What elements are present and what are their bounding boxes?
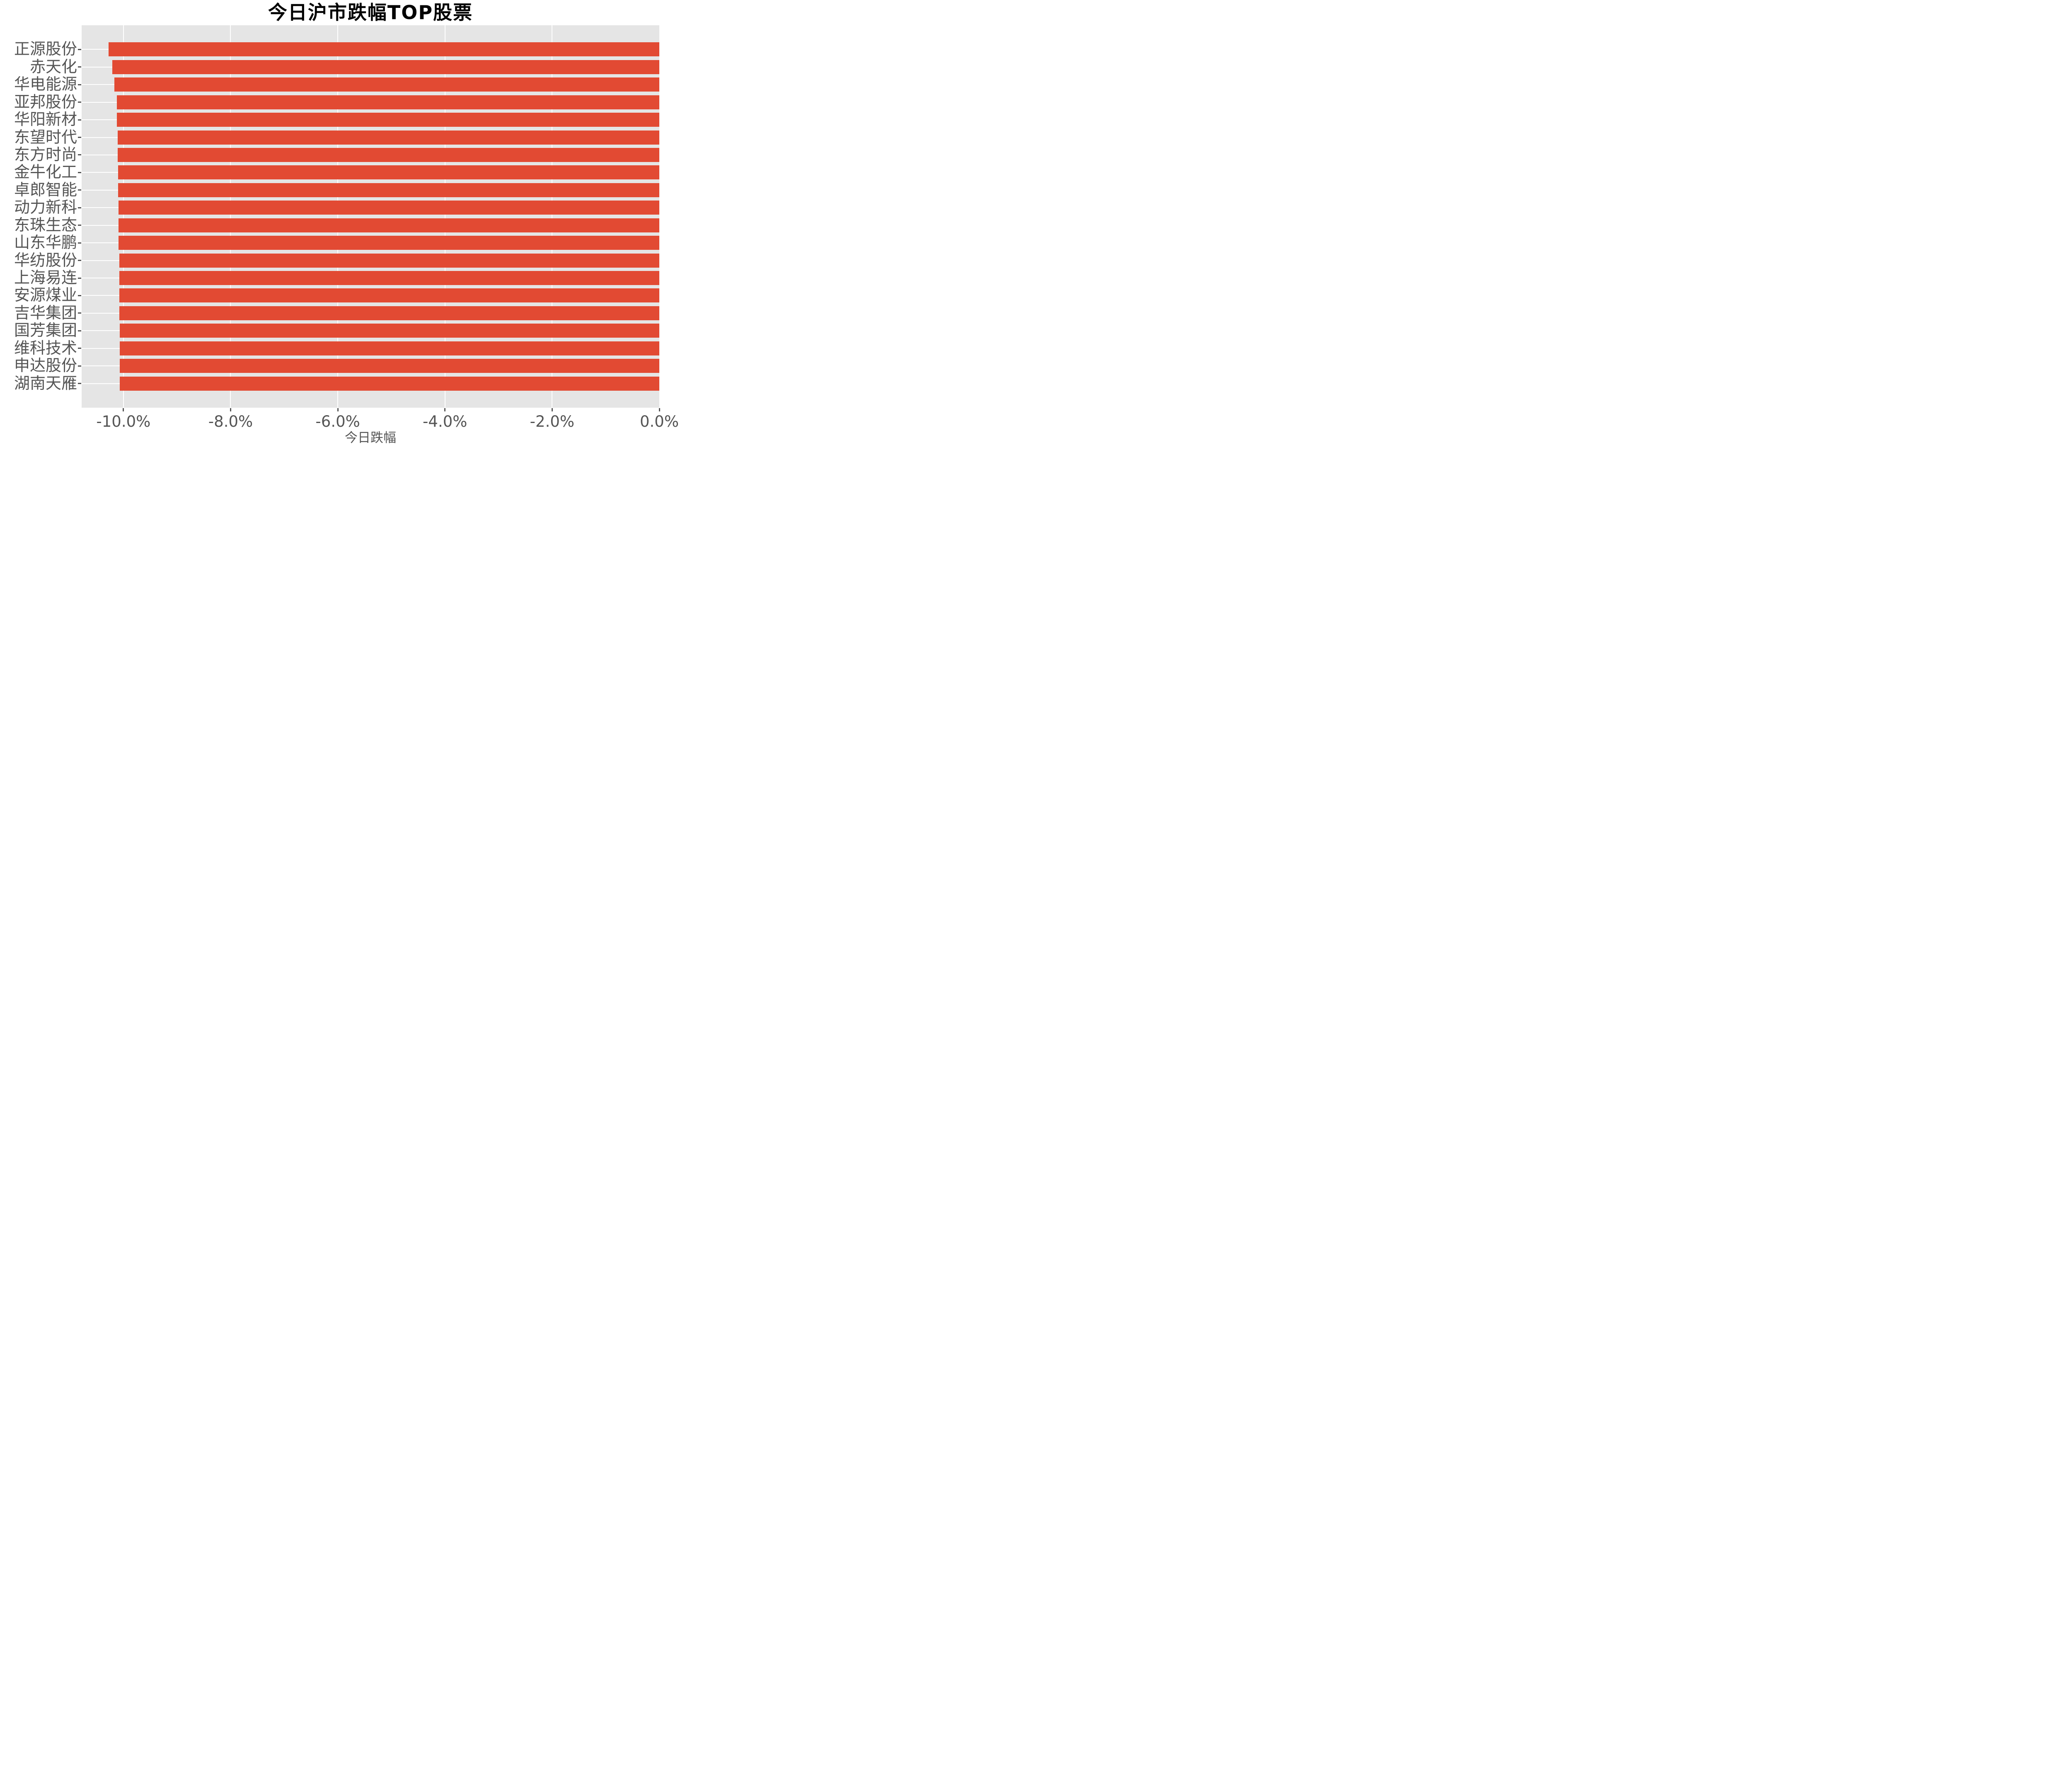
y-tick-label: 湖南天雁 (14, 374, 77, 392)
bar (119, 341, 659, 355)
x-tick-mark (658, 408, 660, 411)
x-tick-label: -8.0% (208, 413, 253, 430)
y-tick-mark (78, 348, 81, 349)
y-tick-mark (78, 48, 81, 50)
y-tick-mark (78, 365, 81, 367)
grid-line-vertical (230, 25, 231, 408)
bar (119, 201, 659, 215)
x-tick-mark (444, 408, 446, 411)
bar (119, 253, 659, 268)
x-tick-label: -2.0% (530, 413, 575, 430)
y-tick-label: 国芳集团 (14, 321, 77, 340)
y-tick-label: 吉华集团 (14, 304, 77, 322)
y-tick-mark (78, 119, 81, 121)
y-tick-mark (78, 295, 81, 296)
bar (119, 271, 659, 285)
y-tick-mark (78, 84, 81, 85)
y-tick-label: 东方时尚 (14, 145, 77, 164)
x-tick-mark (551, 408, 553, 411)
y-tick-label: 亚邦股份 (14, 92, 77, 111)
y-tick-label: 东珠生态 (14, 215, 77, 234)
y-tick-label: 维科技术 (14, 339, 77, 358)
bar (119, 376, 659, 391)
y-tick-mark (78, 312, 81, 314)
y-tick-label: 动力新科 (14, 198, 77, 217)
y-tick-mark (78, 242, 81, 244)
x-tick-mark (123, 408, 124, 411)
bar (118, 183, 659, 197)
bar (119, 288, 659, 303)
plot-area (82, 25, 659, 408)
bar (108, 42, 659, 57)
y-tick-mark (78, 66, 81, 68)
x-axis-title: 今日跌幅 (345, 430, 396, 445)
y-tick-mark (78, 383, 81, 384)
y-tick-label: 正源股份 (14, 40, 77, 58)
y-tick-mark (78, 102, 81, 103)
figure: 今日沪市跌幅TOP股票 正源股份 赤天化 华电能源 亚邦股份 华阳新材 东望时代 东方时尚金… (0, 0, 683, 447)
chart-title: 今日沪市跌幅TOP股票 (268, 1, 473, 24)
y-tick-mark (78, 277, 81, 279)
y-tick-mark (78, 154, 81, 156)
x-tick-label: -6.0% (315, 413, 360, 430)
bar (119, 306, 659, 320)
y-tick-label: 申达股份 (14, 356, 77, 375)
y-tick-label: 金牛化工 (14, 163, 77, 181)
y-tick-label: 卓郎智能 (14, 181, 77, 199)
y-tick-mark (78, 172, 81, 173)
bar (112, 60, 659, 74)
bar (117, 130, 659, 145)
y-tick-mark (78, 189, 81, 191)
bar (119, 359, 659, 373)
bar (117, 95, 659, 109)
y-tick-label: 上海易连 (14, 268, 77, 287)
grid-line-vertical (337, 25, 339, 408)
y-tick-label: 赤天化 (29, 57, 77, 76)
y-tick-mark (78, 260, 81, 261)
x-tick-label: -10.0% (96, 413, 151, 430)
bar (114, 77, 659, 92)
x-tick-mark (230, 408, 231, 411)
grid-line-vertical (123, 25, 124, 408)
y-tick-label: 华纺股份 (14, 251, 77, 269)
y-tick-label: 山东华鹏 (14, 233, 77, 252)
y-tick-mark (78, 330, 81, 331)
y-tick-label: 东望时代 (14, 128, 77, 146)
y-tick-mark (78, 207, 81, 208)
y-tick-label: 华阳新材 (14, 110, 77, 129)
y-tick-mark (78, 225, 81, 226)
bar (118, 165, 659, 180)
x-tick-label: 0.0% (640, 413, 679, 430)
bar (119, 218, 659, 232)
bar (117, 113, 659, 127)
x-tick-label: -4.0% (423, 413, 467, 430)
bar (119, 324, 659, 338)
y-tick-mark (78, 137, 81, 138)
y-tick-label: 安源煤业 (14, 286, 77, 305)
y-tick-label: 华电能源 (14, 75, 77, 94)
x-tick-mark (337, 408, 339, 411)
bar (119, 236, 659, 250)
bar (117, 147, 659, 162)
